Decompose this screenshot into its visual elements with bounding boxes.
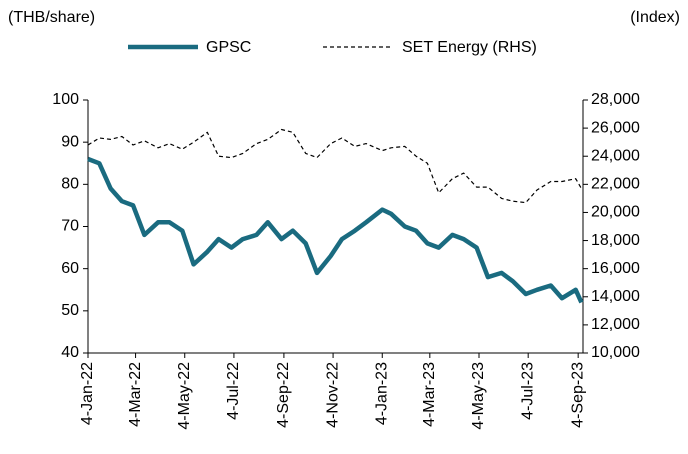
- y-tick-label: 100: [52, 91, 79, 108]
- x-tick-label: 4-Jan-22: [79, 362, 96, 425]
- y2-tick-label: 16,000: [591, 260, 640, 277]
- x-tick-label: 4-May-23: [470, 362, 487, 430]
- x-tick-label: 4-Jul-23: [519, 362, 536, 420]
- y-tick-label: 90: [61, 133, 79, 150]
- series-line: [87, 128, 582, 204]
- legend-label: GPSC: [206, 39, 251, 56]
- legend-label: SET Energy (RHS): [402, 39, 537, 56]
- y-tick-label: 70: [61, 218, 79, 235]
- x-tick-label: 4-Mar-22: [127, 362, 144, 427]
- series-line: [87, 156, 584, 304]
- x-tick-label: 4-Sep-22: [275, 362, 292, 428]
- x-tick-label: 4-Nov-22: [324, 362, 341, 428]
- y-tick-label: 40: [61, 344, 79, 361]
- x-tick-label: 4-Sep-23: [569, 362, 586, 428]
- y2-tick-label: 12,000: [591, 316, 640, 333]
- y2-tick-label: 22,000: [591, 176, 640, 193]
- x-tick-label: 4-Mar-23: [421, 362, 438, 427]
- y-tick-label: 60: [61, 260, 79, 277]
- x-tick-label: 4-Jul-22: [225, 362, 242, 420]
- y2-tick-label: 24,000: [591, 147, 640, 164]
- y2-tick-label: 10,000: [591, 344, 640, 361]
- y-tick-label: 50: [61, 302, 79, 319]
- y2-tick-label: 14,000: [591, 288, 640, 305]
- y-axis-label: (THB/share): [8, 9, 95, 26]
- y-tick-label: 80: [61, 176, 79, 193]
- y2-axis-label: (Index): [630, 9, 680, 26]
- y2-tick-label: 28,000: [591, 91, 640, 108]
- x-tick-label: 4-May-22: [176, 362, 193, 430]
- x-tick-label: 4-Jan-23: [373, 362, 390, 425]
- y2-tick-label: 20,000: [591, 204, 640, 221]
- y2-tick-label: 18,000: [591, 232, 640, 249]
- y2-tick-label: 26,000: [591, 119, 640, 136]
